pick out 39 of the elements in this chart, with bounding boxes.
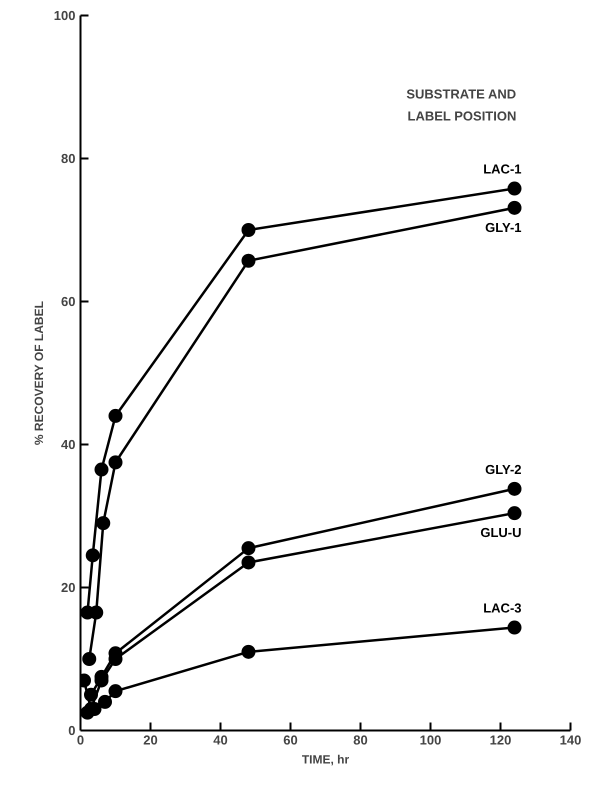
- point: [108, 684, 122, 698]
- x-tick-label: 60: [283, 732, 298, 748]
- point: [94, 462, 108, 477]
- point: [242, 223, 256, 237]
- point: [82, 652, 96, 666]
- x-tick-label: 120: [490, 732, 512, 748]
- point: [242, 254, 256, 268]
- x-tick-label: 40: [213, 732, 228, 748]
- y-tick-label: 80: [61, 151, 76, 166]
- y-tick-label: 40: [61, 437, 76, 452]
- point: [508, 200, 522, 215]
- x-tick-label: 20: [143, 732, 158, 748]
- y-tick-label: 0: [68, 723, 76, 738]
- x-axis-title: TIME, hr: [302, 752, 350, 766]
- point: [86, 548, 100, 562]
- y-tick-label: 20: [61, 580, 76, 595]
- point: [96, 516, 110, 530]
- y-axis-title: % RECOVERY OF LABEL: [32, 301, 46, 446]
- point: [508, 506, 522, 520]
- x-tick-label: 80: [353, 732, 368, 748]
- series-label: GLY-2: [485, 462, 522, 477]
- point: [508, 482, 522, 496]
- point: [108, 455, 122, 470]
- legend-title: SUBSTRATE AND LABEL POSITION: [406, 86, 516, 124]
- point: [98, 694, 112, 709]
- series-label: LAC-3: [483, 600, 522, 616]
- y-tick-label: 100: [54, 8, 76, 23]
- x-tick-label: 100: [420, 732, 442, 748]
- point: [242, 541, 256, 556]
- point: [242, 644, 256, 659]
- point: [508, 182, 522, 196]
- series-label: GLU-U: [480, 525, 522, 540]
- x-tick-label: 140: [560, 732, 582, 748]
- point: [108, 408, 122, 423]
- series-label: GLY-1: [485, 220, 522, 235]
- series-label: LAC-1: [483, 162, 522, 177]
- point: [508, 620, 522, 635]
- point: [242, 555, 256, 570]
- y-tick-label: 60: [61, 294, 76, 309]
